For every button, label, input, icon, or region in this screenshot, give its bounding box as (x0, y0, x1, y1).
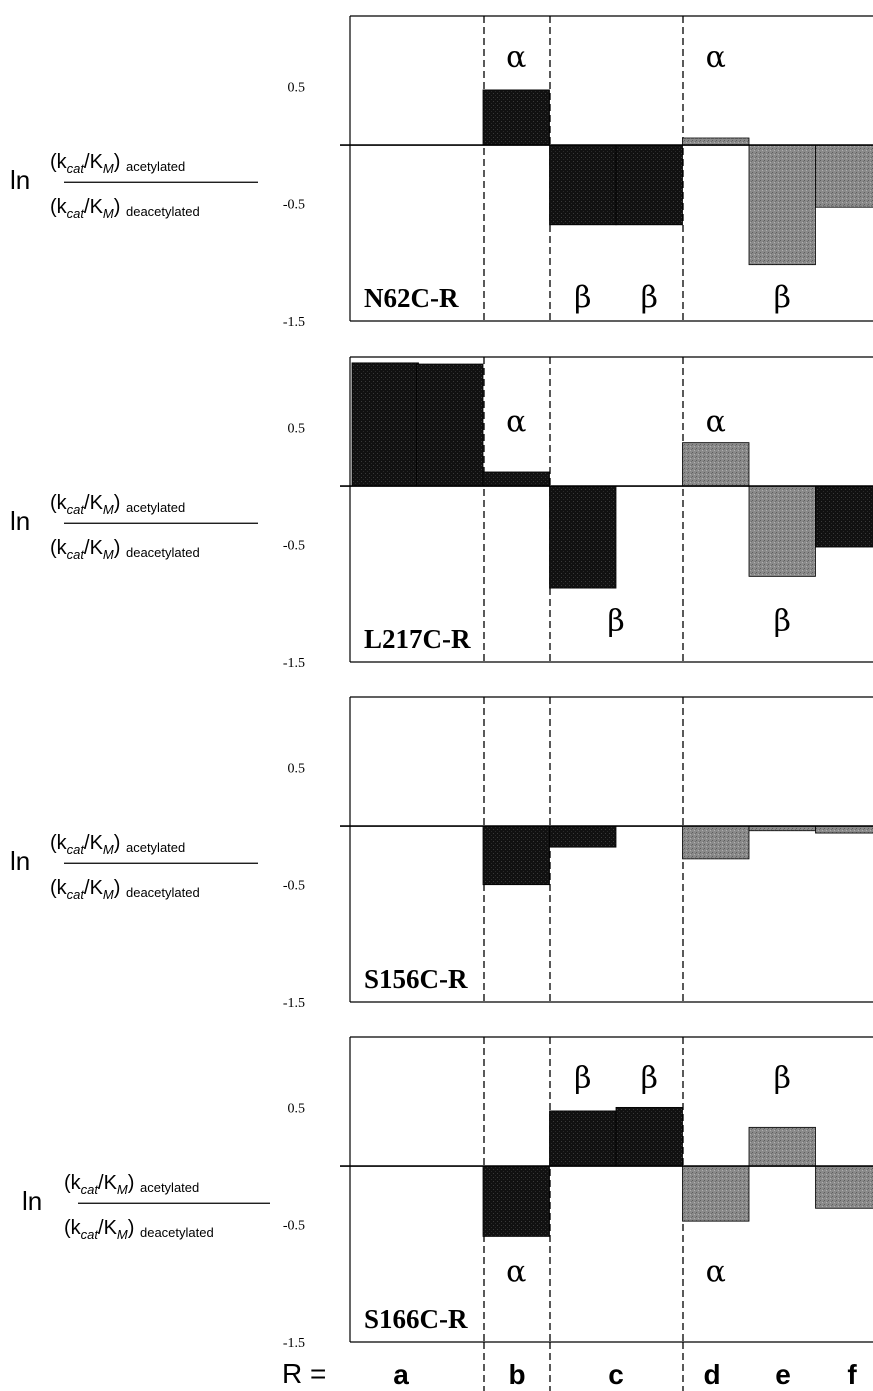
y-label-term: (kcat/KM) deacetylated (50, 537, 200, 562)
y-axis-label: ln (kcat/KM) acetylated (kcat/KM) deacetyl… (10, 832, 258, 902)
bar-d (682, 137, 750, 146)
panel-label: N62C-R (364, 283, 459, 313)
structure-annotation: β (574, 1061, 591, 1096)
y-label-term: (kcat/KM) acetylated (50, 832, 185, 857)
x-category-label: c (608, 1359, 624, 1390)
panel-l217c-r: 0.5 -0.5 -1.5 α α β β L217C-R (283, 356, 873, 671)
panel-label: L217C-R (364, 624, 471, 654)
structure-annotation: β (774, 281, 791, 316)
y-tick-label: -0.5 (283, 198, 305, 213)
y-tick-label: -1.5 (283, 315, 305, 330)
bar-c (615, 144, 683, 226)
bar-b (482, 1165, 550, 1237)
chart-panels: 0.5 -0.5 -1.5 α α β β β N62C-R 0.5 -0.5 -1.5 α α β β L21… (283, 15, 873, 1351)
bar-c (549, 1110, 617, 1167)
y-tick-label: 0.5 (288, 1101, 306, 1116)
y-label-ln: ln (10, 506, 30, 536)
bar-f (815, 1165, 873, 1209)
panel-n62c-r: 0.5 -0.5 -1.5 α α β β β N62C-R (283, 15, 873, 330)
y-tick-label: 0.5 (288, 421, 306, 436)
panel-label: S166C-R (364, 1304, 468, 1334)
y-axis-label: ln (kcat/KM) acetylated (kcat/KM) deacetyl… (10, 151, 258, 221)
bar-a (416, 363, 484, 487)
bar-a (351, 362, 419, 487)
bar-d (682, 442, 750, 487)
structure-annotation: α (706, 40, 726, 75)
x-category-label: b (508, 1359, 525, 1390)
panel-s166c-r: 0.5 -0.5 -1.5 β β β α α S166C-R (283, 1036, 873, 1351)
bar-d (682, 825, 750, 860)
y-label-term: (kcat/KM) acetylated (50, 151, 185, 176)
bar-d (682, 1165, 750, 1222)
structure-annotation: α (706, 1255, 726, 1290)
y-axis-label: ln (kcat/KM) acetylated (kcat/KM) deacetyl… (22, 1172, 270, 1242)
bar-f (815, 485, 873, 548)
structure-annotation: α (506, 40, 526, 75)
y-tick-label: -1.5 (283, 1336, 305, 1351)
y-tick-label: 0.5 (288, 761, 306, 776)
structure-annotation: α (506, 1255, 526, 1290)
bar-c (549, 825, 617, 848)
x-axis-categories: R = a b c d e f (282, 1342, 857, 1391)
y-tick-label: -0.5 (283, 1219, 305, 1234)
bar-f (815, 144, 873, 208)
bar-e (748, 144, 816, 266)
structure-annotation: β (574, 281, 591, 316)
bar-e (748, 1126, 816, 1167)
y-label-term: (kcat/KM) acetylated (64, 1172, 199, 1197)
y-label-term: (kcat/KM) deacetylated (64, 1217, 214, 1242)
x-category-label: a (393, 1359, 409, 1390)
bar-c (549, 485, 617, 589)
x-category-label: e (775, 1359, 791, 1390)
y-label-ln: ln (10, 846, 30, 876)
structure-annotation: β (774, 1061, 791, 1096)
bar-f (815, 825, 873, 834)
y-axis-label: ln (kcat/KM) acetylated (kcat/KM) deacetyl… (10, 492, 258, 562)
structure-annotation: β (774, 604, 791, 639)
y-label-ln: ln (22, 1186, 42, 1216)
y-axis-labels: ln (kcat/KM) acetylated (kcat/KM) deacetyl… (10, 151, 270, 1242)
y-label-ln: ln (10, 165, 30, 195)
structure-annotation: α (706, 405, 726, 440)
y-label-term: (kcat/KM) acetylated (50, 492, 185, 517)
y-label-term: (kcat/KM) deacetylated (50, 877, 200, 902)
panel-s156c-r: 0.5 -0.5 -1.5 S156C-R (283, 696, 873, 1011)
structure-annotation: β (641, 281, 658, 316)
structure-annotation: α (506, 405, 526, 440)
x-axis-prefix: R = (282, 1358, 326, 1389)
y-tick-label: -1.5 (283, 656, 305, 671)
panel-label: S156C-R (364, 964, 468, 994)
bar-c (615, 1106, 683, 1167)
y-tick-label: -0.5 (283, 879, 305, 894)
bar-b (482, 89, 550, 146)
bar-b (482, 825, 550, 886)
y-label-term: (kcat/KM) deacetylated (50, 196, 200, 221)
bar-b (482, 471, 550, 487)
structure-annotation: β (607, 604, 624, 639)
structure-annotation: β (641, 1061, 658, 1096)
bar-e (748, 485, 816, 577)
y-tick-label: -1.5 (283, 996, 305, 1011)
x-category-label: d (703, 1359, 720, 1390)
bar-c (549, 144, 617, 226)
y-tick-label: 0.5 (288, 80, 306, 95)
x-category-label: f (847, 1359, 857, 1390)
y-tick-label: -0.5 (283, 539, 305, 554)
